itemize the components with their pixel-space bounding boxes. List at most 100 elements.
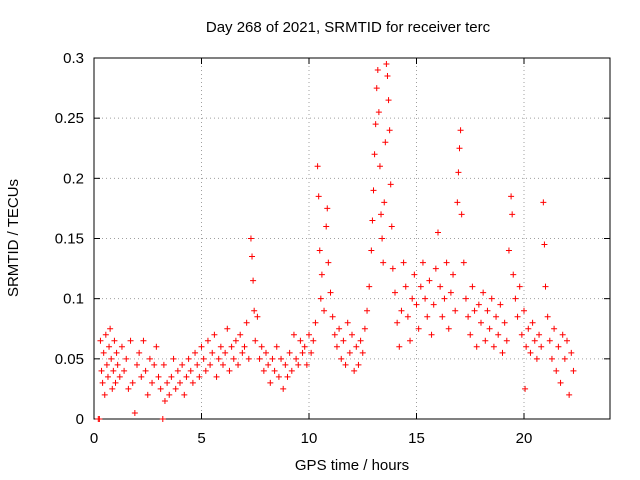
x-axis-label: GPS time / hours [295,457,409,474]
data-point [396,343,403,350]
data-point [478,319,484,326]
data-point [321,307,328,314]
y-tick-label: 0.3 [63,50,84,67]
data-point [394,319,401,326]
data-point [318,271,325,278]
data-point [196,373,203,380]
data-point [263,349,269,356]
data-point [249,253,256,260]
data-point [241,343,248,350]
data-point [364,307,371,314]
data-point [209,349,216,356]
data-point [232,337,239,344]
data-point [392,289,398,296]
data-point [375,109,382,116]
data-point [518,331,525,338]
data-point [316,247,323,254]
data-point [378,211,385,218]
data-point [484,307,491,314]
data-point [317,295,324,302]
data-point [102,331,109,338]
plot-frame [93,57,611,420]
data-point [315,193,322,200]
data-point [113,349,120,356]
data-point [213,373,220,380]
data-point [497,301,504,308]
data-point [301,343,308,350]
data-point [325,259,332,266]
data-point [490,343,497,350]
data-point [457,127,464,134]
data-point [398,307,405,314]
data-point [533,355,540,362]
data-point [553,367,560,374]
data-point [235,361,242,368]
data-point [527,349,534,356]
data-point [499,349,506,356]
data-point [559,331,566,338]
data-point [295,361,302,368]
data-point [265,361,272,368]
data-point [138,373,145,380]
y-tick-label: 0.05 [55,351,84,368]
data-point [415,325,422,332]
data-point [551,325,558,332]
data-point [275,373,282,380]
data-point [460,259,467,266]
data-point [441,295,448,302]
data-point [224,325,231,332]
data-point [450,271,457,278]
data-point [131,409,138,416]
x-tick-label: 5 [197,430,205,447]
data-point [411,271,418,278]
data-point [388,223,395,230]
data-point [512,295,519,302]
data-point [340,337,347,344]
data-point [564,337,570,344]
data-point [447,289,454,296]
data-point [523,343,530,350]
y-tick-label: 0.15 [55,231,84,248]
data-point [346,349,353,356]
data-point [338,355,345,362]
data-point [557,379,564,386]
data-point [260,367,267,374]
data-point [548,355,555,362]
y-axis-label: SRMTID / TECUs [5,179,22,297]
data-point [462,295,469,302]
data-point [566,391,573,398]
data-point [183,373,190,380]
data-point [374,67,381,74]
data-point [344,319,351,326]
data-point [456,145,463,152]
data-point [127,337,134,344]
data-point [432,265,439,272]
data-point [437,283,444,290]
data-point [198,343,205,350]
data-point [536,331,543,338]
data-point [164,379,171,386]
data-point [116,373,123,380]
data-point [402,283,409,290]
data-point [202,367,209,374]
data-point [211,331,218,338]
data-point [103,361,110,368]
data-point [386,127,393,134]
data-point [237,331,244,338]
data-point [455,169,462,176]
data-point [129,379,136,386]
data-point [387,181,394,188]
data-point [112,379,119,386]
data-point [351,367,358,374]
data-point [114,361,121,368]
data-point [222,349,229,356]
data-point [273,343,280,350]
data-point [99,379,106,386]
data-point [475,301,482,308]
data-point [454,199,461,206]
data-point [546,337,553,344]
data-point [323,223,330,230]
data-point [336,325,343,332]
data-point [531,337,538,344]
